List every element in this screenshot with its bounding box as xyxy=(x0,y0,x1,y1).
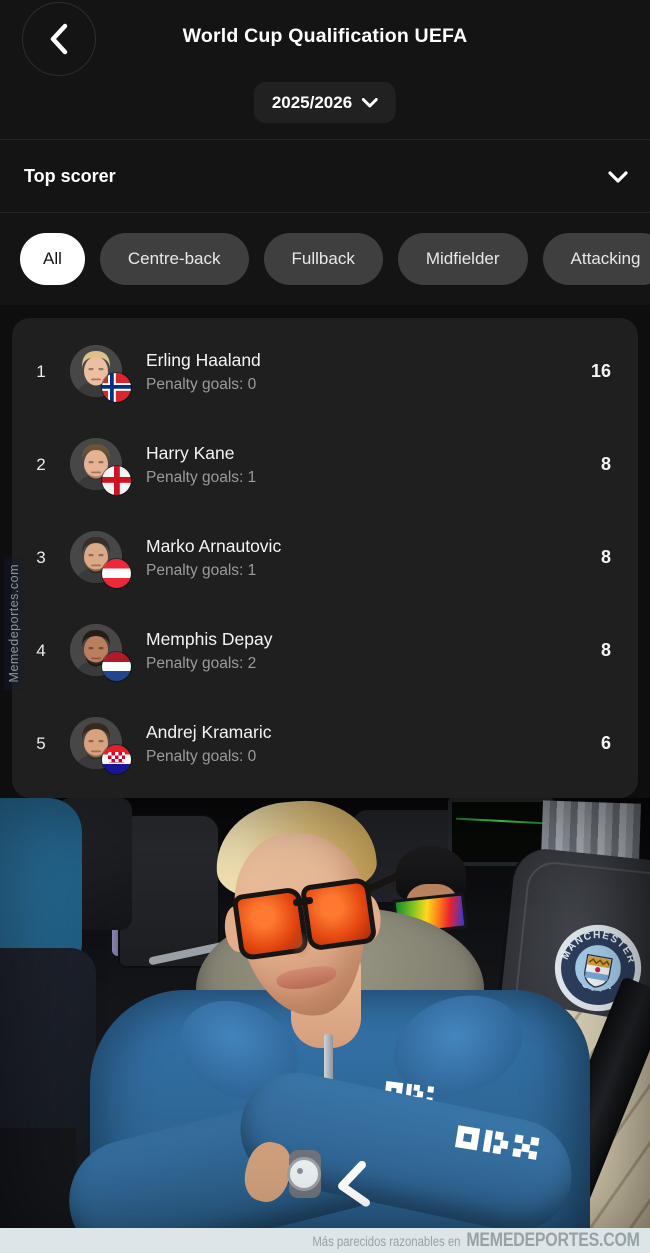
player-name: Memphis Depay xyxy=(146,628,273,649)
player-name: Andrej Kramaric xyxy=(146,721,272,742)
season-selector[interactable]: 2025/2026 xyxy=(253,82,397,123)
avatar-wrap xyxy=(70,344,131,402)
player-text: Erling Haaland Penalty goals: 0 xyxy=(146,350,261,394)
player-row[interactable]: 3 Marko Arnautovic xyxy=(12,511,638,604)
filter-chip-label: Fullback xyxy=(291,249,355,268)
scorer-list: 1 Erling Haaland xyxy=(12,325,638,790)
player-goals: 8 xyxy=(600,547,611,567)
top-scorer-card: 1 Erling Haaland xyxy=(12,318,638,798)
player-rank: 1 xyxy=(36,361,46,381)
footer-brand: MEMEDEPORTES.COM xyxy=(466,1229,641,1251)
side-watermark: Memedeportes.com xyxy=(4,556,24,691)
player-name: Harry Kane xyxy=(146,442,235,463)
player-row[interactable]: 1 Erling Haaland xyxy=(12,325,638,418)
player-rank: 3 xyxy=(36,547,46,567)
player-text: Memphis Depay Penalty goals: 2 xyxy=(146,629,272,673)
chevron-down-icon xyxy=(608,170,628,183)
collapse-section-button[interactable] xyxy=(608,170,628,183)
watch-dial xyxy=(287,1157,321,1191)
person-left-shorts xyxy=(0,948,96,1146)
nation-flag xyxy=(102,651,131,681)
watch-subdial xyxy=(297,1168,303,1174)
player-text: Marko Arnautovic Penalty goals: 1 xyxy=(146,536,281,580)
filter-chip-label: All xyxy=(43,249,62,268)
player-row[interactable]: 4 Memphis Depay xyxy=(12,604,638,697)
section-title: Top scorer xyxy=(24,166,116,186)
player-rank: 2 xyxy=(36,454,46,474)
player-avatar xyxy=(70,623,122,676)
avatar-wrap xyxy=(70,530,131,588)
avatar-wrap xyxy=(70,716,131,774)
chevron-down-icon xyxy=(362,97,379,107)
player-face-illustration xyxy=(70,344,122,397)
manchester-city-badge: MANCHESTER CITY xyxy=(547,917,649,1019)
filter-chip-label: Attacking xyxy=(570,249,641,268)
haaland-head xyxy=(209,798,403,1037)
filter-chips: All Centre-back Fullback Midfielder Atta… xyxy=(0,213,650,305)
nation-flag xyxy=(102,744,131,774)
player-row[interactable]: 5 Andrej Kramaric xyxy=(12,697,638,790)
okx-sleeve-logo xyxy=(452,1119,548,1169)
player-rank: 5 xyxy=(36,733,46,753)
footer-watermark: Más parecidos razonables en MEMEDEPORTES… xyxy=(0,1228,650,1253)
haaland-photo: MANCHESTER CITY xyxy=(0,798,650,1253)
nation-flag xyxy=(102,465,131,495)
sleeve-chevron-mark xyxy=(332,1160,373,1210)
avatar-wrap xyxy=(70,623,131,681)
filter-chip[interactable]: Attacking xyxy=(542,233,650,285)
filter-chip[interactable]: Midfielder xyxy=(397,233,528,285)
list-zone: 1 Erling Haaland xyxy=(0,305,650,798)
player-name: Erling Haaland xyxy=(146,349,261,370)
page-title: World Cup Qualification UEFA xyxy=(182,25,468,47)
season-label: 2025/2026 xyxy=(271,92,353,112)
footer-prefix: Más parecidos razonables en xyxy=(312,1233,461,1249)
header: World Cup Qualification UEFA 2025/2026 xyxy=(0,0,650,140)
nation-flag xyxy=(102,558,131,588)
nation-flag xyxy=(102,372,131,402)
divider xyxy=(0,139,650,140)
player-text: Harry Kane Penalty goals: 1 xyxy=(146,443,256,487)
player-name: Marko Arnautovic xyxy=(146,535,282,556)
player-goals: 8 xyxy=(600,454,611,474)
back-button[interactable] xyxy=(22,2,96,76)
player-penalty-detail: Penalty goals: 0 xyxy=(146,747,257,765)
footer-watermark-text: Más parecidos razonables en MEMEDEPORTES… xyxy=(312,1229,641,1252)
player-goals: 6 xyxy=(600,733,611,753)
player-goals: 16 xyxy=(590,361,611,381)
player-rank: 4 xyxy=(36,640,46,660)
filter-chip[interactable]: Fullback xyxy=(263,233,383,285)
filter-chip-label: Midfielder xyxy=(425,249,500,268)
chevron-left-icon xyxy=(50,23,68,55)
player-row[interactable]: 2 Harry Kane xyxy=(12,418,638,511)
player-penalty-detail: Penalty goals: 1 xyxy=(146,468,257,486)
top-scorer-section-header: Top scorer xyxy=(0,141,650,212)
bus-seat xyxy=(118,814,220,968)
player-penalty-detail: Penalty goals: 1 xyxy=(146,561,257,579)
avatar-wrap xyxy=(70,437,131,495)
filter-chip[interactable]: Centre-back xyxy=(99,233,249,285)
wrist-watch xyxy=(283,1150,327,1198)
player-text: Andrej Kramaric Penalty goals: 0 xyxy=(146,722,271,766)
divider xyxy=(0,212,650,213)
player-penalty-detail: Penalty goals: 2 xyxy=(146,654,257,672)
player-goals: 8 xyxy=(600,640,611,660)
player-penalty-detail: Penalty goals: 0 xyxy=(146,375,257,393)
filter-chip-label: Centre-back xyxy=(127,249,221,268)
filter-chip[interactable]: All xyxy=(20,233,85,285)
